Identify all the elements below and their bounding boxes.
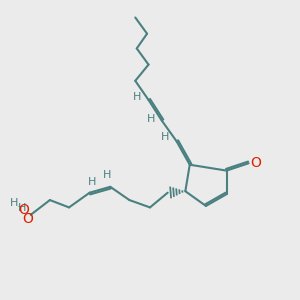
- Text: O: O: [22, 212, 33, 226]
- Text: H: H: [103, 170, 112, 180]
- Text: O: O: [18, 203, 29, 217]
- Text: O: O: [250, 156, 261, 170]
- Text: -: -: [17, 202, 21, 212]
- Text: -: -: [28, 208, 31, 218]
- Text: H: H: [11, 198, 19, 208]
- Text: H: H: [161, 132, 170, 142]
- Text: H: H: [146, 114, 155, 124]
- Text: H: H: [88, 176, 96, 187]
- Text: H: H: [133, 92, 142, 102]
- Text: H: H: [18, 203, 27, 213]
